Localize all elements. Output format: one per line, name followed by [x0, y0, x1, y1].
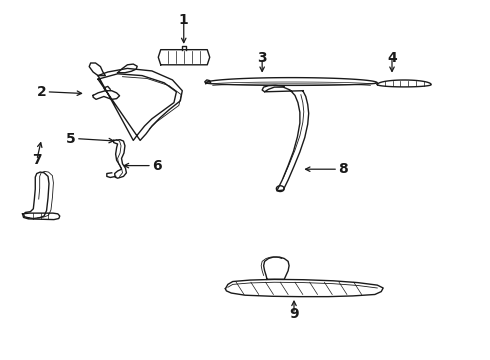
Polygon shape [24, 172, 49, 219]
Polygon shape [23, 213, 60, 220]
Polygon shape [93, 91, 120, 99]
Polygon shape [265, 87, 309, 191]
Polygon shape [118, 64, 137, 73]
Polygon shape [225, 279, 383, 297]
Text: 4: 4 [387, 51, 397, 64]
Text: 6: 6 [152, 159, 162, 172]
Polygon shape [264, 257, 289, 279]
Text: 8: 8 [338, 162, 348, 176]
Text: 7: 7 [32, 153, 42, 167]
Polygon shape [206, 78, 377, 85]
Polygon shape [158, 50, 210, 65]
Polygon shape [205, 80, 211, 84]
Polygon shape [98, 68, 182, 140]
Text: 9: 9 [289, 307, 299, 321]
Text: 3: 3 [257, 51, 267, 64]
Polygon shape [114, 140, 126, 178]
Text: 2: 2 [37, 85, 47, 99]
Text: 5: 5 [66, 132, 76, 145]
Polygon shape [89, 63, 105, 76]
Text: 1: 1 [179, 13, 189, 27]
Polygon shape [377, 80, 431, 87]
